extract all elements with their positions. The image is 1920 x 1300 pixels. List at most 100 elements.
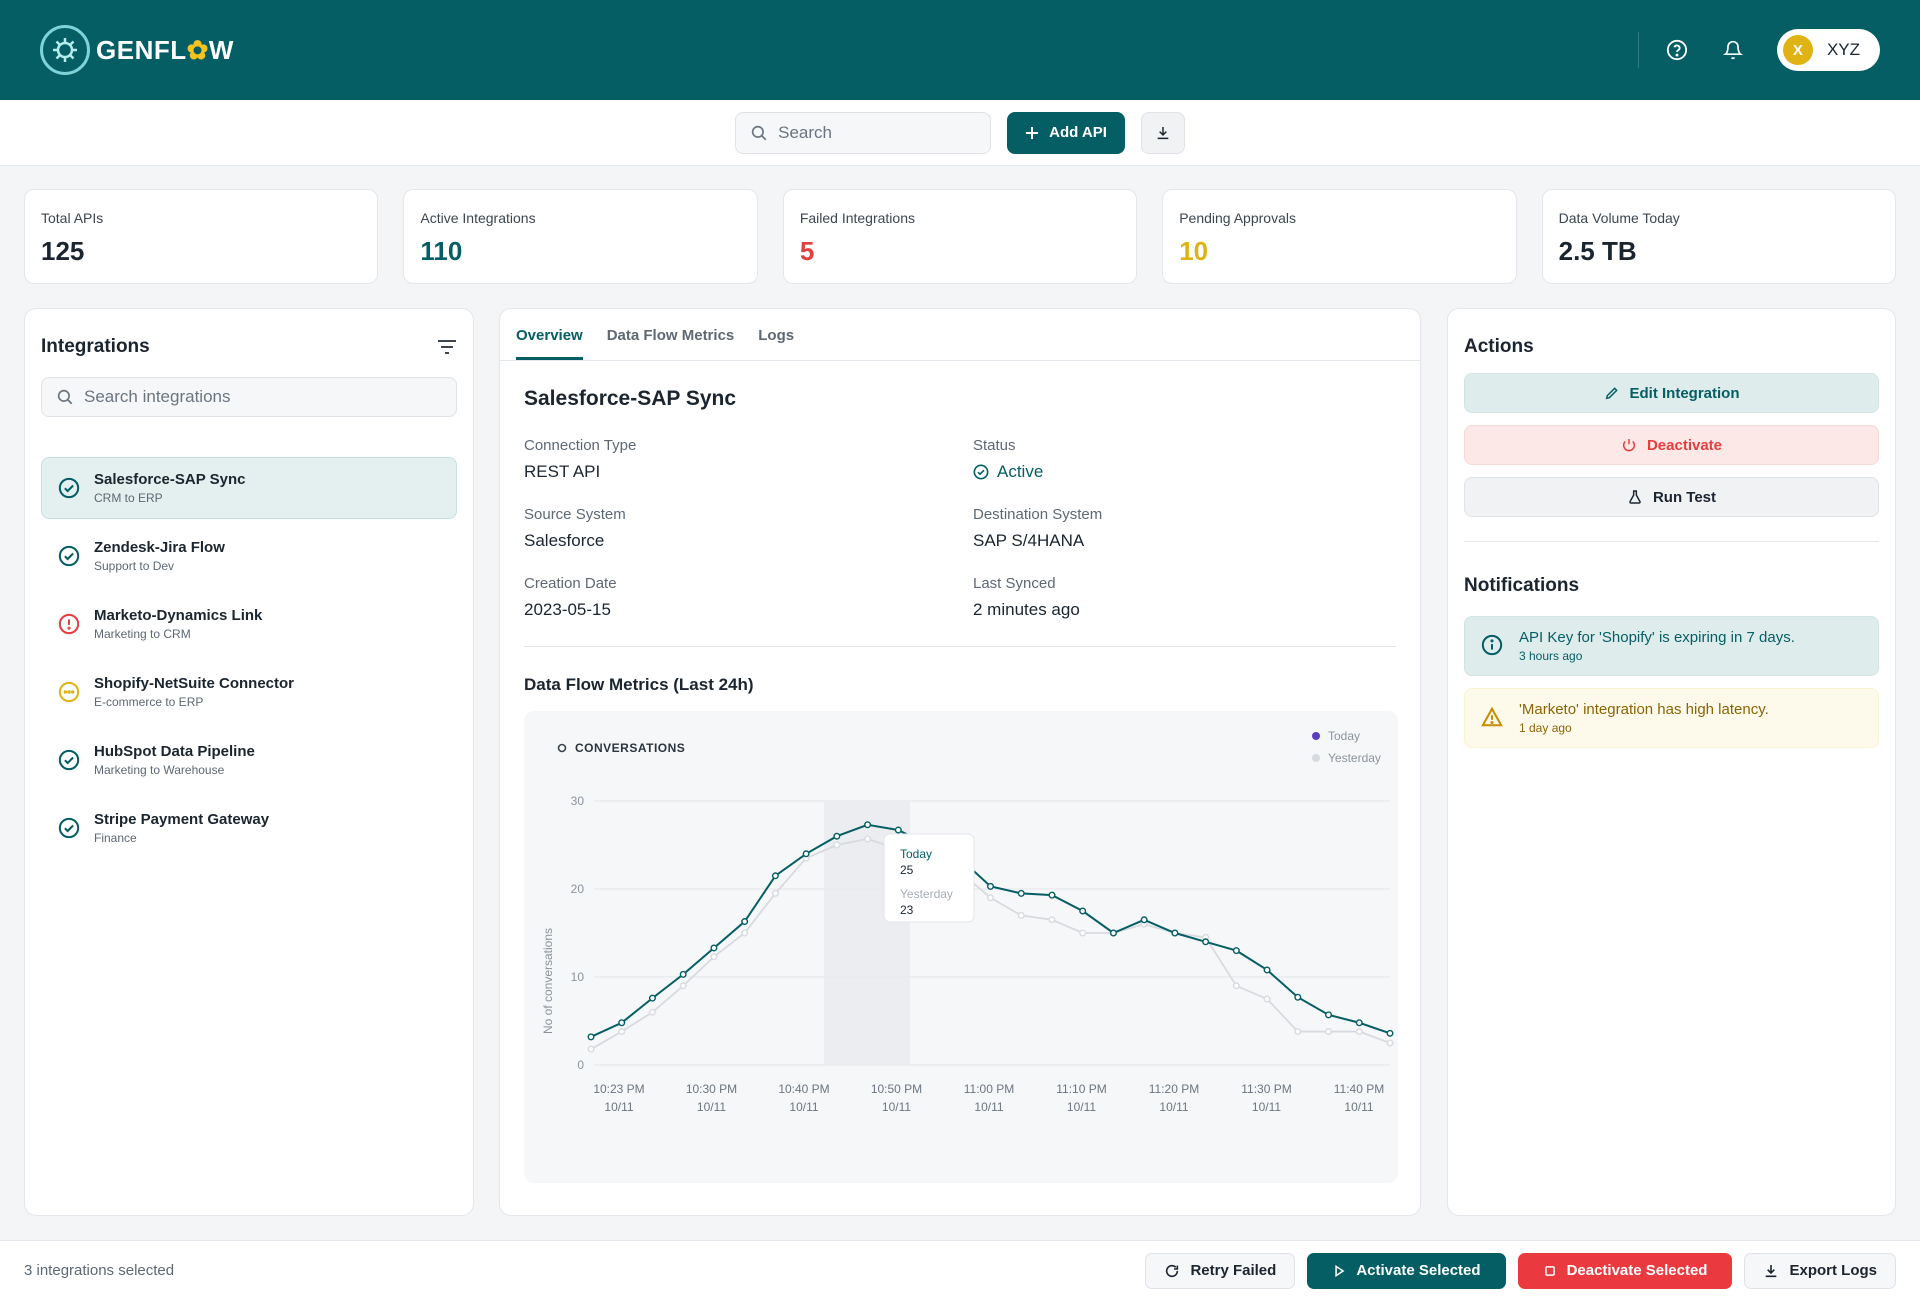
user-menu[interactable]: X XYZ [1776, 29, 1880, 71]
data-point-today[interactable] [987, 882, 995, 890]
export-logs-button[interactable]: Export Logs [1744, 1252, 1896, 1289]
data-point-today[interactable] [802, 850, 810, 858]
list-item[interactable]: Salesforce-SAP Sync CRM to ERP [41, 457, 457, 519]
data-point-yesterday[interactable] [1079, 929, 1087, 937]
integration-subtitle: E-commerce to ERP [94, 695, 204, 709]
retry-failed-button[interactable]: Retry Failed [1145, 1252, 1296, 1289]
search-input[interactable] [778, 122, 969, 143]
data-point-yesterday[interactable] [987, 894, 995, 902]
data-point-yesterday[interactable] [1232, 982, 1240, 990]
data-point-today[interactable] [1386, 1029, 1394, 1037]
data-point-today[interactable] [587, 1033, 595, 1041]
data-point-today[interactable] [1355, 1019, 1363, 1027]
data-point-yesterday[interactable] [1355, 1028, 1363, 1036]
data-point-today[interactable] [894, 826, 902, 834]
data-point-today[interactable] [1140, 916, 1148, 924]
list-item[interactable]: Shopify-NetSuite Connector E-commerce to … [41, 661, 457, 723]
data-point-today[interactable] [864, 821, 872, 829]
data-point-today[interactable] [1325, 1011, 1333, 1019]
tooltip-yesterday-value: 23 [900, 903, 914, 917]
tab-overview[interactable]: Overview [516, 327, 583, 360]
data-point-today[interactable] [1263, 966, 1271, 974]
list-item[interactable]: HubSpot Data Pipeline Marketing to Wareho… [41, 729, 457, 791]
activate-selected-button[interactable]: Activate Selected [1307, 1252, 1506, 1289]
field-label: Connection Type [524, 437, 637, 454]
y-tick-label: 0 [577, 1058, 584, 1072]
filter-icon[interactable] [437, 339, 457, 355]
data-point-yesterday[interactable] [1017, 911, 1025, 919]
data-point-yesterday[interactable] [1294, 1028, 1302, 1036]
last-synced-value: 2 minutes ago [973, 600, 1080, 619]
list-item[interactable]: Zendesk-Jira Flow Support to Dev [41, 525, 457, 587]
run-test-button[interactable]: Run Test [1464, 477, 1879, 517]
stat-value: 5 [799, 236, 815, 266]
legend-yesterday-label[interactable]: Yesterday [1328, 751, 1381, 765]
x-tick-label: 11:20 PM [1149, 1082, 1199, 1096]
data-point-today[interactable] [1079, 907, 1087, 915]
data-point-today[interactable] [1232, 947, 1240, 955]
notification-item[interactable]: API Key for 'Shopify' is expiring in 7 d… [1464, 616, 1879, 676]
add-api-button[interactable]: Add API [1007, 111, 1125, 154]
play-icon [1335, 1264, 1345, 1277]
tab-logs[interactable]: Logs [758, 327, 795, 344]
data-point-today[interactable] [741, 918, 749, 926]
data-point-today[interactable] [1048, 891, 1056, 899]
x-tick-label: 10/11 [1159, 1100, 1188, 1114]
data-point-today[interactable] [710, 944, 718, 952]
list-item[interactable]: Marketo-Dynamics Link Marketing to CRM [41, 593, 457, 655]
bell-icon[interactable] [1715, 32, 1751, 68]
data-point-yesterday[interactable] [1263, 995, 1271, 1003]
integration-search-input[interactable] [84, 387, 424, 407]
data-point-today[interactable] [648, 994, 656, 1002]
data-point-yesterday[interactable] [618, 1028, 626, 1036]
pencil-icon [1605, 387, 1618, 400]
data-point-yesterday[interactable] [1325, 1028, 1333, 1036]
data-point-today[interactable] [833, 832, 841, 840]
stat-value: 10 [1179, 236, 1209, 266]
global-search[interactable] [735, 111, 992, 154]
data-point-today[interactable] [1294, 993, 1302, 1001]
deactivate-button[interactable]: Deactivate [1464, 425, 1879, 465]
data-point-yesterday[interactable] [864, 835, 872, 843]
integration-subtitle: Finance [94, 831, 137, 845]
data-point-today[interactable] [1109, 929, 1117, 937]
integration-search[interactable] [41, 377, 457, 417]
data-point-today[interactable] [1171, 929, 1179, 937]
check-circle-icon [58, 545, 80, 567]
data-point-yesterday[interactable] [833, 841, 841, 849]
data-point-yesterday[interactable] [1048, 916, 1056, 924]
data-point-today[interactable] [679, 970, 687, 978]
stat-card-total-apis: Total APIs 125 [24, 189, 379, 284]
edit-integration-button[interactable]: Edit Integration [1464, 373, 1879, 413]
tooltip-today-value: 25 [900, 863, 914, 877]
divider [1464, 541, 1879, 542]
download-button[interactable] [1140, 111, 1185, 154]
legend-today-label[interactable]: Today [1328, 729, 1360, 743]
data-point-yesterday[interactable] [587, 1045, 595, 1053]
data-point-today[interactable] [1017, 889, 1025, 897]
data-point-yesterday[interactable] [648, 1008, 656, 1016]
list-item[interactable]: Stripe Payment Gateway Finance [41, 797, 457, 859]
integration-subtitle: Marketing to Warehouse [94, 763, 225, 777]
integration-subtitle: Marketing to CRM [94, 627, 191, 641]
field-label: Source System [524, 506, 626, 523]
avatar: X [1782, 35, 1813, 65]
genflow-logo[interactable]: GENFL✿W [40, 25, 234, 75]
data-point-yesterday[interactable] [771, 889, 779, 897]
data-point-yesterday[interactable] [1386, 1039, 1394, 1047]
brand-name: GENFL✿W [96, 34, 234, 65]
data-point-yesterday[interactable] [741, 929, 749, 937]
data-point-today[interactable] [1202, 938, 1210, 946]
x-tick-label: 10/11 [604, 1100, 633, 1114]
stat-label: Data Volume Today [1558, 210, 1680, 226]
data-point-today[interactable] [771, 872, 779, 880]
actions-panel: Actions Edit Integration Deactivate Run … [1447, 308, 1896, 1216]
tab-data-flow-metrics[interactable]: Data Flow Metrics [606, 327, 735, 344]
header-divider [1637, 32, 1639, 68]
data-point-yesterday[interactable] [710, 953, 718, 961]
help-circle-icon[interactable] [1659, 32, 1695, 68]
data-point-today[interactable] [618, 1019, 626, 1027]
deactivate-selected-button[interactable]: Deactivate Selected [1517, 1252, 1733, 1289]
notification-item[interactable]: 'Marketo' integration has high latency. 1… [1464, 688, 1879, 748]
data-point-yesterday[interactable] [679, 982, 687, 990]
